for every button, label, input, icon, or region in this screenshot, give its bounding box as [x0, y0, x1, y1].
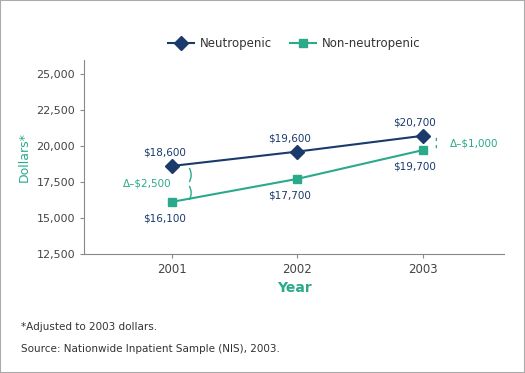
Text: $18,600: $18,600	[143, 147, 186, 157]
Text: $19,700: $19,700	[394, 162, 436, 172]
Line: Non-neutropenic: Non-neutropenic	[167, 146, 427, 206]
Text: $19,600: $19,600	[268, 133, 311, 143]
Non-neutropenic	[294, 177, 300, 181]
Text: $16,100: $16,100	[143, 213, 186, 223]
Neutropenic	[294, 150, 300, 154]
Legend: Neutropenic, Non-neutropenic: Neutropenic, Non-neutropenic	[163, 32, 425, 55]
Text: *Adjusted to 2003 dollars.: *Adjusted to 2003 dollars.	[21, 322, 157, 332]
Text: $20,700: $20,700	[394, 117, 436, 127]
Text: Δ–$1,000: Δ–$1,000	[450, 138, 499, 148]
Line: Neutropenic: Neutropenic	[167, 131, 427, 171]
Non-neutropenic	[419, 148, 426, 153]
Non-neutropenic	[169, 200, 175, 204]
Text: Δ–$2,500: Δ–$2,500	[123, 179, 172, 189]
Neutropenic	[169, 164, 175, 168]
Text: Source: Nationwide Inpatient Sample (NIS), 2003.: Source: Nationwide Inpatient Sample (NIS…	[21, 345, 280, 354]
X-axis label: Year: Year	[277, 281, 311, 295]
Y-axis label: Dollars*: Dollars*	[18, 132, 30, 182]
Neutropenic	[419, 134, 426, 138]
Text: $17,700: $17,700	[268, 191, 311, 200]
